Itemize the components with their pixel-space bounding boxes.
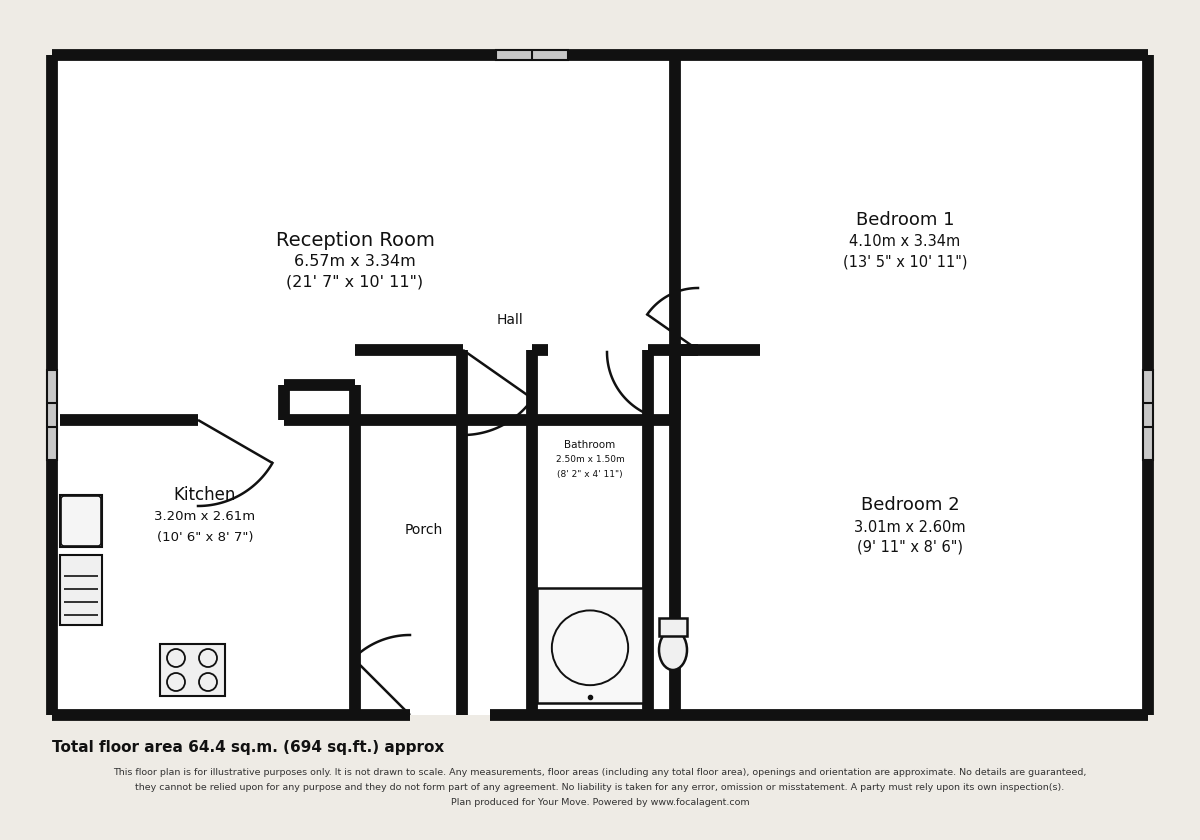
Bar xyxy=(496,50,568,60)
Bar xyxy=(47,370,58,460)
Text: 2.50m x 1.50m: 2.50m x 1.50m xyxy=(556,455,624,465)
Bar xyxy=(60,495,102,547)
Text: This floor plan is for illustrative purposes only. It is not drawn to scale. Any: This floor plan is for illustrative purp… xyxy=(113,768,1087,777)
Text: 4.10m x 3.34m: 4.10m x 3.34m xyxy=(850,234,961,249)
Ellipse shape xyxy=(552,611,628,685)
Bar xyxy=(52,55,1148,715)
Text: Bathroom: Bathroom xyxy=(564,440,616,450)
Text: Porch: Porch xyxy=(404,523,443,537)
Bar xyxy=(659,618,686,636)
Ellipse shape xyxy=(659,630,686,670)
FancyBboxPatch shape xyxy=(61,496,101,546)
Text: Reception Room: Reception Room xyxy=(276,230,434,249)
Text: 6.57m x 3.34m: 6.57m x 3.34m xyxy=(294,255,416,270)
Text: (9' 11" x 8' 6"): (9' 11" x 8' 6") xyxy=(857,539,964,554)
Text: (13' 5" x 10' 11"): (13' 5" x 10' 11") xyxy=(842,255,967,270)
Text: Bedroom 2: Bedroom 2 xyxy=(860,496,959,514)
Text: 3.20m x 2.61m: 3.20m x 2.61m xyxy=(155,511,256,523)
Bar xyxy=(60,555,102,625)
Text: they cannot be relied upon for any purpose and they do not form part of any agre: they cannot be relied upon for any purpo… xyxy=(136,783,1064,792)
Text: Kitchen: Kitchen xyxy=(174,486,236,504)
Text: (8' 2" x 4' 11"): (8' 2" x 4' 11") xyxy=(557,470,623,479)
Bar xyxy=(47,370,58,460)
Text: (10' 6" x 8' 7"): (10' 6" x 8' 7") xyxy=(157,531,253,543)
Text: 3.01m x 2.60m: 3.01m x 2.60m xyxy=(854,519,966,534)
Text: (21' 7" x 10' 11"): (21' 7" x 10' 11") xyxy=(287,275,424,290)
Bar xyxy=(1142,370,1153,460)
Text: Bedroom 1: Bedroom 1 xyxy=(856,211,954,229)
Bar xyxy=(1142,370,1153,460)
Bar xyxy=(538,588,643,703)
Text: Hall: Hall xyxy=(497,313,523,327)
Text: Total floor area 64.4 sq.m. (694 sq.ft.) approx: Total floor area 64.4 sq.m. (694 sq.ft.)… xyxy=(52,740,444,755)
Bar xyxy=(496,50,568,60)
Bar xyxy=(670,352,682,420)
Bar xyxy=(160,644,226,696)
Text: Plan produced for Your Move. Powered by www.focalagent.com: Plan produced for Your Move. Powered by … xyxy=(451,798,749,807)
